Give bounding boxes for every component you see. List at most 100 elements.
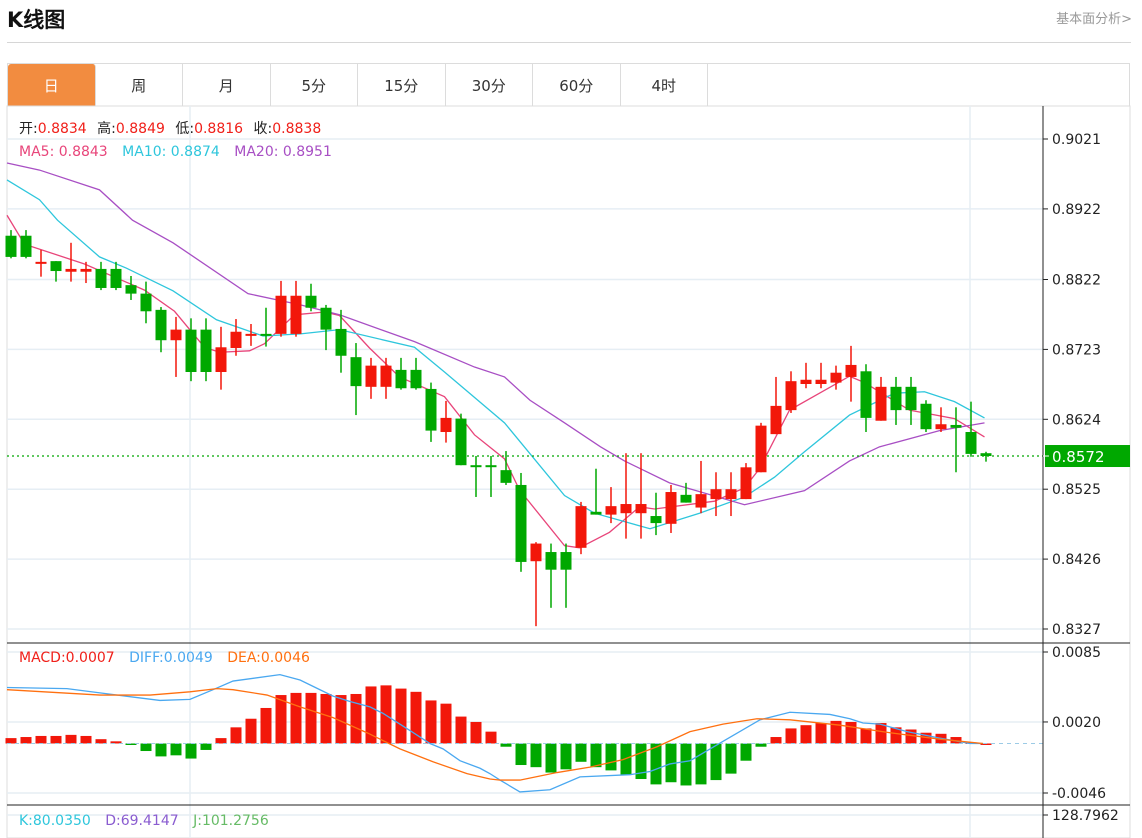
header-divider [7, 42, 1131, 43]
candle-up [380, 357, 392, 399]
ma5-legend: MA5: 0.8843 [19, 144, 108, 160]
indicator-lines [6, 162, 1043, 793]
candle-up [245, 323, 257, 346]
macd-bar [365, 686, 377, 744]
macd-bar [35, 735, 47, 744]
macd-bar [455, 716, 467, 744]
ma10-line [6, 179, 985, 530]
candle-down [50, 261, 62, 282]
macd-tick-label: 0.0085 [1052, 645, 1101, 661]
fundamental-analysis-link[interactable]: 基本面分析> [1056, 12, 1132, 27]
macd-bar [110, 741, 122, 744]
candle-body [665, 492, 677, 524]
macd-bar [725, 743, 737, 774]
candle-body [785, 381, 797, 411]
candle-body [35, 261, 47, 264]
macd-bar [920, 732, 932, 744]
candle-up [665, 484, 677, 533]
high-label: 高: [97, 120, 116, 137]
price-tick-label: 0.8426 [1052, 552, 1101, 568]
candle-down [200, 318, 212, 382]
tab-month[interactable]: 月 [183, 64, 271, 106]
macd-bar [755, 743, 767, 747]
candle-body [575, 506, 587, 548]
candle-up [740, 463, 752, 500]
candle-body [770, 405, 782, 435]
macd-bar [845, 721, 857, 744]
candle-up [875, 376, 887, 421]
tab-60min[interactable]: 60分 [533, 64, 621, 106]
candle-body [5, 235, 17, 257]
macd-bar [80, 735, 92, 744]
macd-bar [980, 743, 992, 745]
candle-down [125, 275, 137, 300]
tab-week[interactable]: 周 [96, 64, 183, 106]
candle-down [515, 472, 527, 572]
candle-up [230, 319, 242, 356]
macd-bar [410, 691, 422, 744]
candle-body [590, 511, 602, 515]
candle-body [710, 489, 722, 500]
macd-bar [905, 729, 917, 744]
macd-bar [620, 743, 632, 775]
macd-bar [50, 735, 62, 744]
candle-body [605, 506, 617, 515]
tab-4hour[interactable]: 4时 [621, 64, 708, 106]
candle-up [215, 326, 227, 390]
tab-day[interactable]: 日 [8, 64, 96, 106]
candle-up [830, 365, 842, 390]
macd-bar [560, 743, 572, 770]
macd-tick-label: 0.0020 [1052, 715, 1101, 731]
candle-up [575, 501, 587, 555]
price-tick-label: 0.8723 [1052, 342, 1101, 358]
tab-5min[interactable]: 5分 [271, 64, 358, 106]
candle-down [185, 318, 197, 382]
candle-body [365, 365, 377, 387]
macd-bar [275, 695, 287, 744]
candle-body [740, 467, 752, 500]
close-label: 收: [254, 121, 273, 137]
candle-body [95, 268, 107, 288]
macd-bar [200, 743, 212, 750]
ma20-legend: MA20: 0.8951 [234, 144, 332, 160]
candle-up [620, 453, 632, 539]
macd-bar [170, 743, 182, 756]
candle-up [710, 472, 722, 517]
kdj-tick-label: 128.7962 [1052, 808, 1119, 824]
macd-bar [815, 723, 827, 744]
candle-up [290, 280, 302, 337]
candle-body [725, 489, 737, 500]
candle-body [530, 543, 542, 562]
candle-up [800, 362, 812, 389]
macd-bar [95, 739, 107, 744]
macd-bar [635, 743, 647, 780]
candle-down [560, 543, 572, 608]
macd-bar [950, 737, 962, 744]
macd-bar [440, 703, 452, 744]
candle-body [245, 333, 257, 336]
ma-legend: MA5: 0.8843 MA10: 0.8874 MA20: 0.8951 [19, 144, 332, 160]
candle-up [695, 460, 707, 514]
macd-bar [530, 743, 542, 768]
tab-15min[interactable]: 15分 [358, 64, 446, 106]
tab-30min[interactable]: 30分 [446, 64, 533, 106]
page-title: K线图 [7, 8, 66, 32]
candle-body [620, 504, 632, 514]
candle-down [110, 261, 122, 291]
macd-bar [590, 743, 602, 768]
macd-bar [875, 723, 887, 744]
open-value: 0.8834 [38, 121, 87, 137]
axes: 0.9021 0.8922 0.8822 0.8723 0.8624 0.8525 0.84… [7, 106, 1130, 838]
candle-body [335, 328, 347, 356]
candle-down [395, 357, 407, 390]
candle-body [890, 386, 902, 411]
candle-down [545, 543, 557, 608]
period-tabs: 日 周 月 5分 15分 30分 60分 4时 [7, 63, 1130, 106]
candle-body [305, 295, 317, 308]
candle-body [410, 369, 422, 389]
candle-down [950, 407, 962, 473]
candle-body [815, 379, 827, 384]
candle-down [470, 456, 482, 497]
candle-body [350, 357, 362, 387]
